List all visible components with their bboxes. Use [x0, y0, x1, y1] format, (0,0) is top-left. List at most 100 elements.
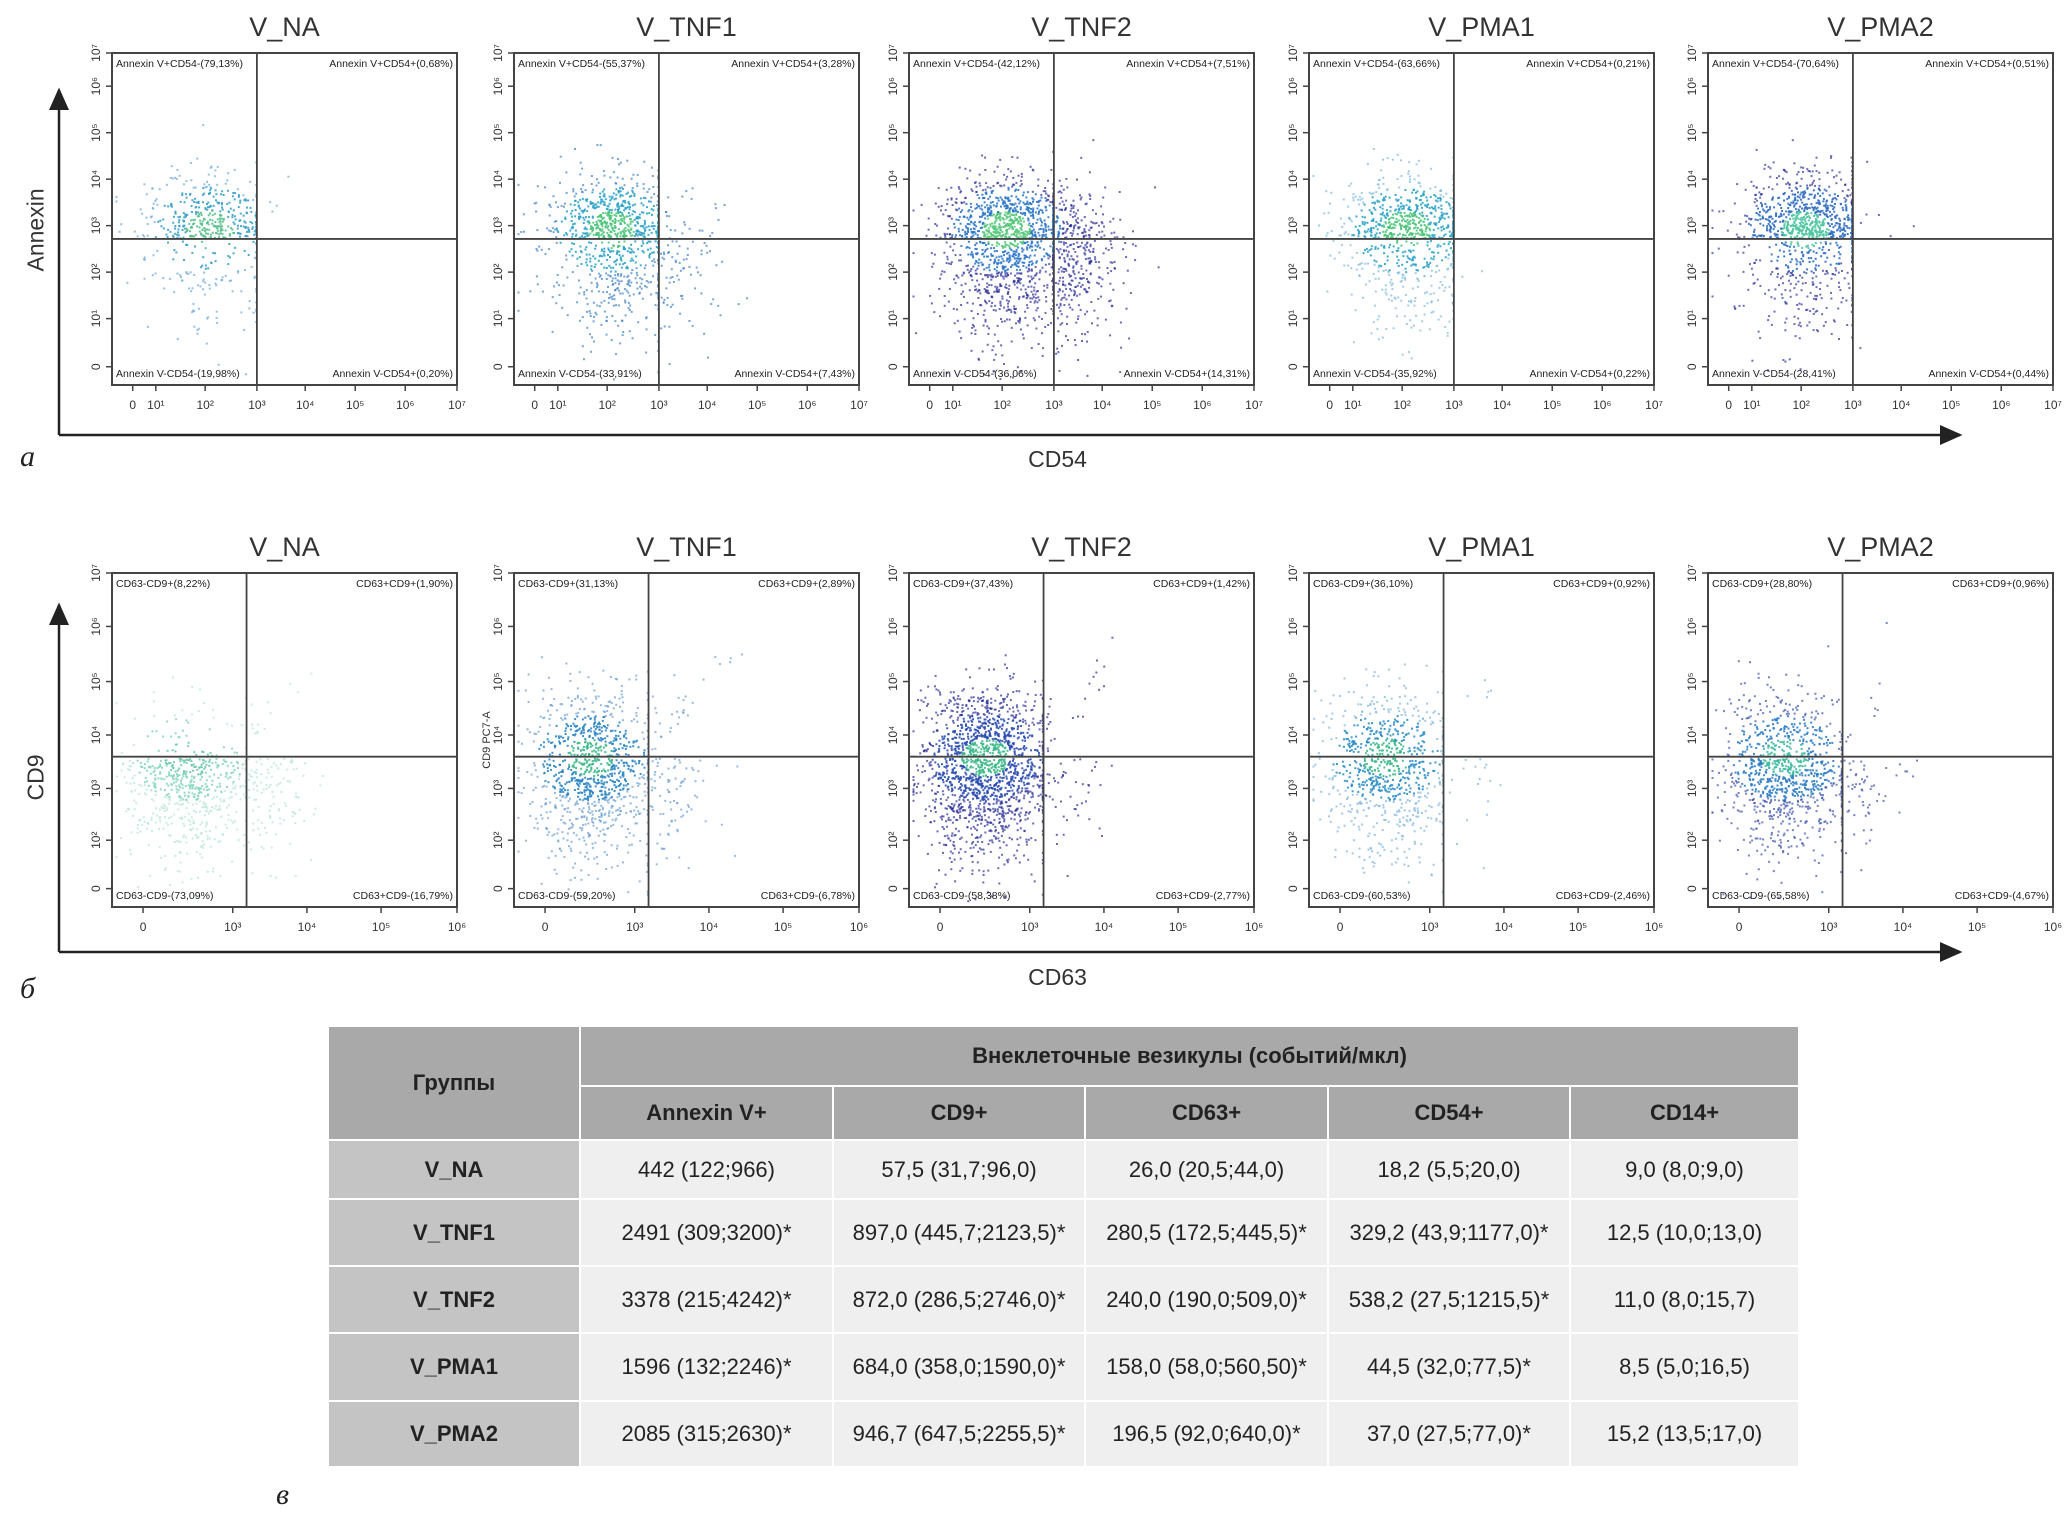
- event-dot: [1436, 264, 1439, 267]
- event-dot: [994, 353, 997, 356]
- event-dot: [1056, 236, 1059, 239]
- event-dot: [1013, 310, 1016, 313]
- event-dot: [544, 186, 547, 189]
- event-dot: [1003, 184, 1006, 187]
- event-dot: [589, 200, 592, 203]
- event-dot: [566, 276, 569, 279]
- event-dot: [935, 224, 938, 227]
- event-dot: [1357, 232, 1360, 235]
- event-dot: [974, 244, 977, 247]
- event-dot: [986, 233, 989, 236]
- event-dot: [1845, 225, 1848, 227]
- event-dot: [1441, 225, 1444, 228]
- event-dot: [1809, 249, 1812, 252]
- event-dot: [1081, 284, 1084, 286]
- event-dot: [582, 222, 585, 225]
- event-dot: [1057, 249, 1060, 252]
- event-dot: [1032, 215, 1035, 218]
- event-dot: [1422, 266, 1425, 269]
- event-dot: [1036, 200, 1038, 203]
- event-dot: [1014, 274, 1016, 277]
- event-dot: [1801, 216, 1804, 219]
- event-dot: [977, 264, 980, 267]
- event-dot: [1372, 321, 1375, 324]
- event-dot: [1843, 217, 1846, 220]
- event-dot: [1399, 211, 1402, 214]
- event-dot: [233, 168, 236, 171]
- event-dot: [1015, 268, 1018, 271]
- event-dot: [1081, 332, 1084, 335]
- event-dot: [622, 263, 625, 266]
- event-dot: [212, 195, 215, 198]
- event-dot: [597, 219, 600, 222]
- event-dot: [1413, 188, 1415, 191]
- event-dot: [1061, 253, 1064, 256]
- event-dot: [1374, 236, 1377, 238]
- event-dot: [1846, 226, 1849, 229]
- event-dot: [1408, 199, 1411, 202]
- event-dot: [1777, 255, 1780, 258]
- event-dot: [1089, 250, 1092, 253]
- event-dot: [1376, 318, 1379, 321]
- event-dot: [588, 216, 590, 219]
- event-dot: [1422, 192, 1425, 195]
- event-dot: [1017, 320, 1020, 323]
- event-dot: [1062, 280, 1065, 283]
- event-dot: [1756, 219, 1759, 222]
- event-dot: [1026, 306, 1029, 309]
- event-dot: [1077, 318, 1079, 320]
- event-dot: [969, 274, 972, 277]
- event-dot: [1797, 232, 1800, 235]
- event-dot: [1036, 218, 1039, 221]
- event-dot: [1092, 247, 1095, 250]
- event-dot: [660, 264, 663, 267]
- event-dot: [1432, 292, 1435, 295]
- event-dot: [1029, 254, 1032, 257]
- event-dot: [577, 204, 580, 207]
- event-dot: [1342, 198, 1345, 201]
- event-dot: [1021, 217, 1024, 220]
- event-dot: [616, 205, 619, 208]
- event-dot: [1058, 256, 1061, 259]
- event-dot: [641, 297, 644, 300]
- event-dot: [207, 214, 210, 217]
- event-dot: [194, 233, 197, 236]
- event-dot: [564, 216, 567, 219]
- event-dot: [630, 257, 633, 260]
- event-dot: [1425, 204, 1428, 207]
- event-dot: [1440, 226, 1443, 229]
- event-dot: [1042, 231, 1045, 233]
- event-dot: [1097, 276, 1100, 279]
- event-dot: [219, 225, 222, 228]
- event-dot: [946, 233, 949, 235]
- event-dot: [1082, 273, 1085, 275]
- scatter-plot: Annexin V+CD54-(42,12%) Annexin V+CD54+(7…: [886, 44, 1263, 412]
- event-dot: [1002, 260, 1005, 263]
- event-dot: [1041, 221, 1043, 224]
- event-dot: [1420, 203, 1423, 206]
- event-dot: [1801, 207, 1803, 210]
- plot-frame: [1308, 52, 1655, 386]
- event-dot: [1019, 223, 1022, 225]
- event-dot: [589, 202, 592, 205]
- event-dot: [1801, 229, 1804, 232]
- event-dot: [618, 250, 621, 253]
- event-dot: [1749, 263, 1751, 266]
- event-dot: [983, 268, 986, 271]
- event-dot: [1438, 269, 1441, 272]
- event-dot: [1058, 240, 1061, 243]
- event-dot: [609, 199, 612, 202]
- event-dot: [614, 274, 617, 277]
- event-dot: [1814, 268, 1817, 271]
- event-dot: [1411, 263, 1414, 266]
- event-dot: [578, 292, 581, 295]
- event-dot: [1095, 222, 1098, 224]
- event-dot: [621, 177, 624, 180]
- event-dot: [957, 186, 960, 189]
- event-dot: [1025, 291, 1028, 294]
- event-dot: [746, 297, 749, 300]
- quadrant-label-lr: Annexin V-CD54+(0,22%): [1529, 368, 1650, 380]
- event-dot: [1776, 259, 1779, 262]
- event-dot: [964, 167, 967, 170]
- event-dot: [251, 227, 254, 230]
